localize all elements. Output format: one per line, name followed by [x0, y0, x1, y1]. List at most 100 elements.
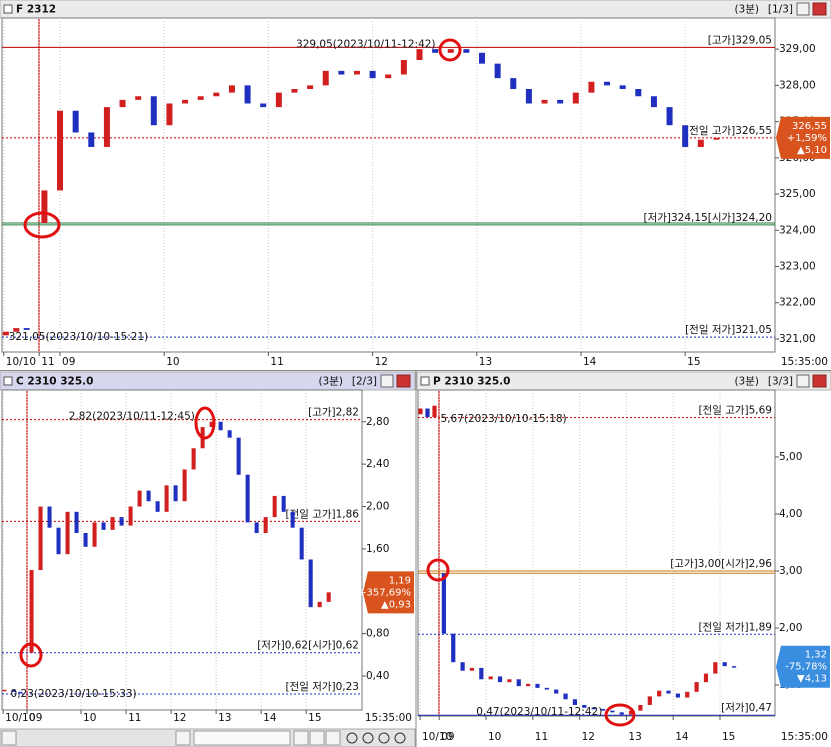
candle	[488, 676, 493, 680]
x-tick-label: 13	[628, 731, 641, 743]
time-label: 15:35:00	[781, 356, 828, 368]
price-tag-price: 326,55	[792, 121, 827, 132]
candle	[619, 85, 626, 90]
zoom-slider[interactable]	[193, 730, 291, 746]
candle	[322, 70, 329, 86]
candle	[544, 687, 549, 690]
candle	[635, 89, 642, 97]
candle	[146, 490, 151, 502]
reference-label: [저가]0,47	[721, 702, 772, 714]
x-tick-label: 10	[83, 712, 96, 724]
candle	[400, 60, 407, 75]
x-tick-label: 14	[263, 712, 277, 724]
scrollbar[interactable]	[0, 728, 416, 747]
y-tick-label: 328,00	[779, 79, 816, 91]
reference-label: [고가]2,82	[308, 407, 359, 419]
x-tick-label: 10	[166, 356, 179, 368]
panel-title: C 2310 325.0	[16, 376, 93, 388]
candle	[155, 501, 160, 512]
zoom-reset[interactable]	[378, 732, 390, 744]
candle	[254, 522, 259, 533]
candle	[385, 74, 392, 79]
x-tick-label: 15	[722, 731, 735, 743]
candle	[72, 110, 79, 133]
candle	[494, 63, 501, 79]
candle	[563, 693, 568, 700]
time-label: 15:35:00	[365, 712, 412, 724]
y-tick-label: 325,00	[779, 188, 816, 200]
candle	[41, 190, 48, 224]
candle	[469, 667, 475, 671]
point-annotation: 2,82(2023/10/11-12:45)	[69, 411, 195, 423]
x-tick-label: 12	[375, 356, 388, 368]
candle	[703, 673, 709, 683]
stop-button[interactable]	[309, 730, 325, 746]
reference-label: [전일 고가]326,55	[685, 124, 772, 137]
x-tick-label: 12	[173, 712, 186, 724]
x-tick-label: 15	[308, 712, 321, 724]
candle	[23, 328, 30, 330]
candle	[554, 689, 559, 694]
y-tick-label: 2,00	[779, 622, 802, 634]
price-tag-box	[776, 116, 830, 159]
candle	[137, 490, 142, 507]
candle	[281, 495, 286, 512]
prev-button[interactable]	[293, 730, 309, 746]
panel-period: (3분)	[318, 376, 343, 388]
x-tick-label: 11	[41, 356, 54, 368]
point-annotation: 321,05(2023/10/10-15:21)	[9, 331, 149, 343]
candle	[432, 405, 437, 418]
candle	[666, 690, 671, 694]
reference-label: [전일 저가]321,05	[685, 323, 772, 336]
zoom-out[interactable]	[362, 732, 374, 744]
candle	[685, 691, 690, 698]
candle	[228, 85, 235, 93]
reference-label: [전일 고가]1,86	[285, 507, 359, 520]
y-tick-label: 329,00	[779, 43, 816, 55]
candle	[697, 139, 704, 147]
plot-area	[1, 17, 776, 353]
candle	[694, 682, 699, 692]
candle	[525, 89, 532, 104]
candle	[128, 506, 133, 526]
candle	[516, 679, 521, 687]
candle	[535, 683, 540, 688]
candle	[88, 132, 95, 147]
header-button	[796, 2, 810, 16]
x-tick-label: 09	[62, 356, 75, 368]
header-icon	[3, 376, 13, 386]
price-tag: 326,55+1,59%▲5,10	[776, 116, 830, 159]
candle	[463, 49, 470, 53]
candle	[38, 506, 43, 571]
candle	[604, 81, 611, 86]
point-annotation: 0,23(2023/10/10-15:33)	[11, 688, 137, 700]
panel-page: [2/3]	[352, 376, 377, 388]
candle	[600, 708, 606, 711]
x-tick-label: 11	[128, 712, 141, 724]
candle	[507, 679, 512, 683]
x-tick-label: 10/10	[422, 731, 452, 743]
tool[interactable]	[394, 732, 406, 744]
candle	[451, 633, 456, 663]
candle	[572, 92, 579, 104]
y-tick-label: 3,00	[779, 565, 802, 577]
x-tick-label: 13	[218, 712, 231, 724]
scroll-right[interactable]	[175, 730, 191, 746]
candle	[682, 125, 689, 147]
candle	[13, 328, 20, 332]
candle	[338, 70, 345, 75]
header-button	[380, 374, 394, 388]
y-tick-label: 2,40	[366, 458, 389, 470]
header-icon	[420, 376, 430, 386]
candle	[65, 511, 70, 555]
panel-page: [1/3]	[768, 4, 793, 16]
highlight	[23, 211, 61, 239]
price-tag-price: 1,19	[389, 575, 411, 586]
candle	[244, 85, 251, 104]
zoom-in[interactable]	[346, 732, 358, 744]
candle	[29, 570, 34, 653]
y-tick-label: 323,00	[779, 261, 816, 273]
scroll-left[interactable]	[1, 730, 17, 746]
candle	[182, 469, 187, 502]
next-button[interactable]	[325, 730, 341, 746]
